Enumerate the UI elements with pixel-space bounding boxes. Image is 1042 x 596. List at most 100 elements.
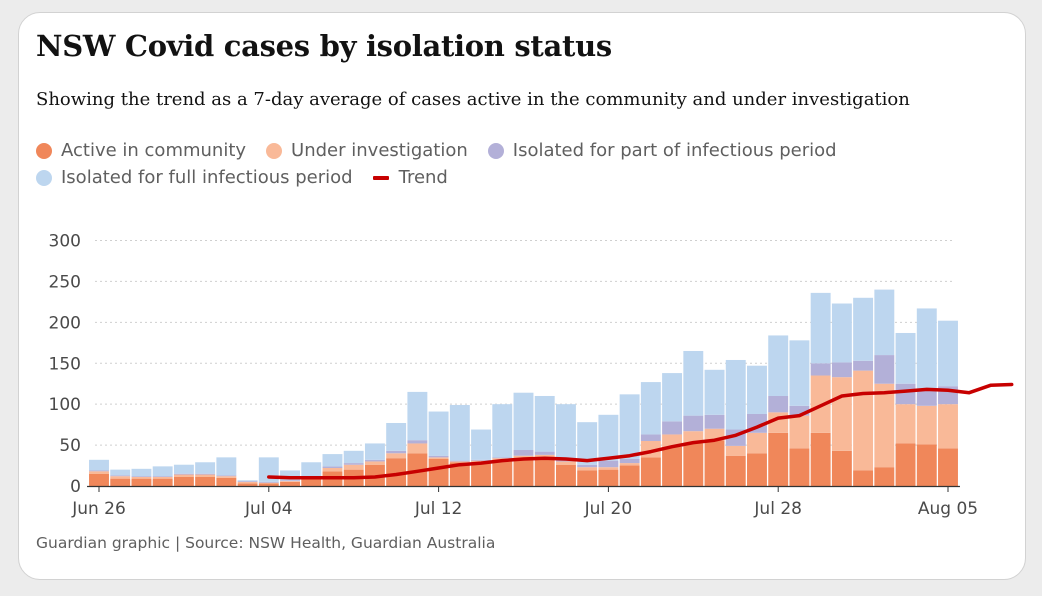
bar-segment (810, 432, 831, 486)
bar-segment (471, 459, 492, 461)
x-tick-label: Jun 26 (71, 499, 126, 519)
bar-segment (216, 476, 237, 478)
x-tick-label: Jul 20 (584, 499, 633, 519)
chart-title: NSW Covid cases by isolation status (36, 29, 612, 63)
bar-segment (89, 470, 109, 472)
bar-segment (534, 459, 555, 486)
bar-segment (513, 458, 534, 486)
bar-segment (428, 457, 449, 459)
bar-segment (301, 478, 322, 486)
bar-segment (513, 449, 534, 456)
bar-segment (216, 457, 237, 476)
bar-segment (258, 483, 279, 486)
x-tick-label: Jul 12 (414, 499, 463, 519)
bar-segment (386, 453, 407, 459)
legend-item-trend: Trend (372, 167, 448, 188)
bar-segment (131, 476, 152, 477)
y-tick-label: 150 (49, 354, 81, 374)
bar-segment (747, 432, 767, 454)
bar-segment (789, 405, 810, 416)
under-investigation-swatch-icon (266, 142, 283, 159)
bar-segment (768, 335, 789, 396)
bar-segment (407, 391, 428, 441)
bar-segment (386, 422, 407, 451)
bar-segment (280, 481, 300, 486)
legend-item-under-investigation: Under investigation (266, 140, 468, 161)
bar-segment (110, 475, 131, 477)
bar-segment (364, 461, 385, 465)
bar-segment (492, 404, 513, 458)
bar-segment (747, 365, 767, 414)
bar-segment (343, 463, 364, 465)
y-tick-label: 0 (70, 477, 81, 497)
bar-segment (768, 432, 789, 486)
stacked-bar-chart: 0 50 100 150 200 250 300 Jun 26 Jul 04 Jul 12 Jul … (49, 232, 1014, 519)
bar-segment (343, 450, 364, 464)
bar-segment (471, 462, 492, 486)
bar-segment (407, 440, 428, 444)
bar-segment (237, 481, 258, 484)
bar-segment (555, 464, 576, 486)
bar-segment (322, 454, 343, 467)
bar-segment (152, 478, 173, 486)
bar-segment (916, 388, 937, 406)
bar-segment (874, 383, 895, 468)
bar-segment (577, 464, 598, 468)
bar-segment (640, 382, 661, 435)
bar-segment (895, 404, 916, 444)
legend-label: Under investigation (291, 140, 468, 161)
bar-segment (598, 460, 619, 468)
bar-segment (831, 377, 852, 451)
bar-segment (195, 474, 216, 477)
bar-segment (173, 473, 194, 475)
bar-segment (810, 363, 831, 376)
bar-segment (853, 370, 874, 471)
bar-segment (173, 474, 194, 477)
legend-label: Isolated for full infectious period (61, 167, 353, 188)
bar-segment (810, 292, 831, 364)
bar-segment (619, 394, 640, 459)
trend-line (267, 382, 1014, 480)
bar-segment (938, 448, 958, 486)
bar-segment (662, 373, 683, 422)
bar-segment (725, 455, 746, 486)
bar-segment (789, 415, 810, 449)
bar-segment (725, 445, 746, 456)
bar-segment (534, 395, 555, 452)
bar-segment (492, 457, 513, 459)
bar-segment (237, 481, 258, 482)
bar-segment (853, 297, 874, 361)
isolated-part-swatch-icon (487, 142, 504, 159)
bar-segment (916, 444, 937, 486)
bar-segment (662, 421, 683, 435)
bar-segment (152, 466, 173, 477)
bar-segment (640, 434, 661, 441)
legend: Active in community Under investigation … (36, 137, 996, 191)
bar-segment (831, 362, 852, 378)
bar-segment (938, 320, 958, 387)
bar-segment (619, 458, 640, 464)
bar-segment (428, 458, 449, 486)
x-tick-label: Jul 04 (244, 499, 293, 519)
bar-segment (322, 467, 343, 472)
bar-segment (407, 443, 428, 454)
chart-source-footer: Guardian graphic | Source: NSW Health, G… (36, 534, 496, 552)
bar-segment (89, 459, 109, 471)
chart-subtitle: Showing the trend as a 7-day average of … (36, 89, 910, 110)
bar-segment (173, 476, 194, 486)
y-tick-label: 50 (59, 436, 81, 456)
bar-segment (110, 476, 131, 479)
bar-segment (513, 392, 534, 450)
bar-segment (110, 469, 131, 476)
bar-segment (704, 369, 725, 415)
bar-segment (683, 443, 704, 486)
bar-segment (237, 483, 258, 486)
legend-label: Active in community (61, 140, 247, 161)
legend-label: Isolated for part of infectious period (512, 140, 837, 161)
bar-segment (874, 289, 895, 356)
bar-segment (916, 405, 937, 445)
bar-segment (449, 461, 470, 463)
legend-row-2: Isolated for full infectious period Tren… (36, 164, 996, 191)
bar-segment (895, 443, 916, 486)
bar-segment (598, 467, 619, 470)
